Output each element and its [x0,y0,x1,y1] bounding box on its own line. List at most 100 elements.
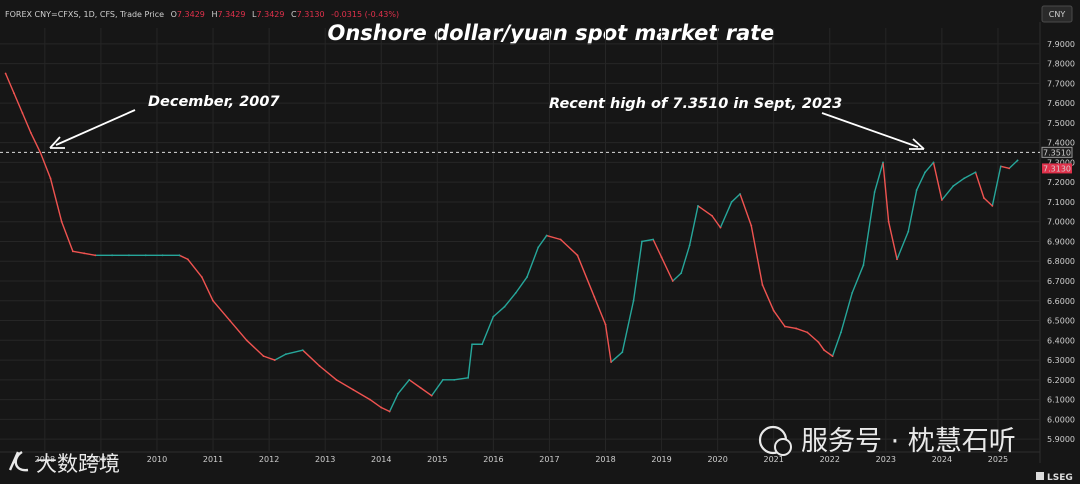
price-segment [285,349,304,355]
price-segment [83,252,97,257]
x-tick-label: 2010 [147,455,167,464]
price-point [318,365,321,367]
price-segment [1000,165,1010,170]
price-point [671,280,674,282]
price-point [514,291,517,294]
price-point [610,361,613,363]
price-segment [419,387,433,397]
y-tick-label: 6.9000 [1047,237,1075,246]
price-segment [761,284,775,312]
price-point [750,224,753,227]
price-point [940,199,943,201]
price-point [688,244,691,247]
price-point [652,238,655,241]
annotation-arrow-december-2007 [55,109,136,146]
price-point [13,92,15,95]
x-tick-label: 2014 [371,455,391,464]
price-segment [492,306,506,318]
price-segment [862,191,876,266]
price-point [49,177,52,180]
price-point [94,254,97,257]
price-point [932,161,935,164]
price-segment [467,343,473,379]
price-segment [873,161,884,193]
price-segment [806,331,820,343]
x-tick-label: 2011 [203,455,223,464]
high-value: 7.3429 [217,10,245,19]
price-segment [711,215,722,229]
price-point [806,331,809,334]
price-point [419,386,422,389]
price-point [831,355,834,358]
y-tick-label: 7.0000 [1047,218,1075,227]
price-point [430,394,433,397]
price-segment [823,349,834,357]
price-point [924,171,926,174]
change-value: -0.0315 (-0.43%) [331,10,399,19]
price-segment [262,355,276,361]
price-point [200,276,203,278]
price-segment [593,296,607,326]
annotation-recent-high: Recent high of 7.3510 in Sept, 2023 [549,96,842,112]
x-tick-label: 2023 [876,455,896,464]
y-tick-label: 7.7000 [1047,79,1075,88]
price-segment [318,365,338,381]
price-point [408,378,411,381]
x-tick-label: 2013 [315,455,335,464]
price-segment [621,300,635,353]
price-segment [21,112,32,134]
x-tick-label: 2020 [707,455,727,464]
price-point [1016,159,1019,162]
y-tick-label: 6.4000 [1047,336,1075,345]
price-segment [39,151,52,179]
price-point [492,315,495,318]
x-tick-label: 2016 [483,455,503,464]
price-point [1008,167,1011,170]
annotation-arrowhead-recent-high [909,138,925,150]
price-point [739,193,741,195]
price-point [896,258,898,261]
price-point [245,339,248,342]
wechat-watermark: 服务号 · 枕慧石听 [758,425,1016,457]
lseg-logo-mark [1036,472,1044,480]
y-tick-label: 6.2000 [1047,376,1075,385]
price-segment [680,244,691,274]
price-point [907,230,910,233]
price-point [576,254,579,257]
price-segment [896,230,909,260]
price-segment [907,189,918,233]
price-segment [545,234,562,241]
x-tick-label: 2008 [35,455,55,464]
price-point [983,197,985,199]
price-point [974,171,977,174]
price-segment [795,327,809,334]
y-tick-label: 7.3000 [1047,158,1075,167]
price-segment [963,171,977,179]
price-segment [1008,159,1019,170]
grid-layer [0,22,1041,463]
price-point [4,72,7,75]
price-point [604,323,607,326]
price-segment [941,185,954,201]
price-point [397,392,399,395]
price-segment [60,221,74,253]
price-segment [924,161,935,173]
price-point [851,291,854,294]
price-point [481,343,484,346]
price-segment [739,193,752,227]
price-point [186,258,189,261]
price-segment [229,319,248,342]
currency-badge[interactable]: CNY [1041,5,1073,23]
price-point [144,254,147,257]
y-tick-label: 6.1000 [1047,396,1075,405]
price-segment [851,264,865,294]
recent-high-price-label: 7.3510 [1041,146,1073,158]
price-point [39,151,42,154]
price-segment [49,177,63,223]
last-price-text: 7.3130 [1043,164,1071,173]
price-point [228,319,231,322]
y-tick-label: 7.9000 [1047,40,1075,49]
price-point [823,349,826,352]
y-tick-label: 6.7000 [1047,277,1075,286]
